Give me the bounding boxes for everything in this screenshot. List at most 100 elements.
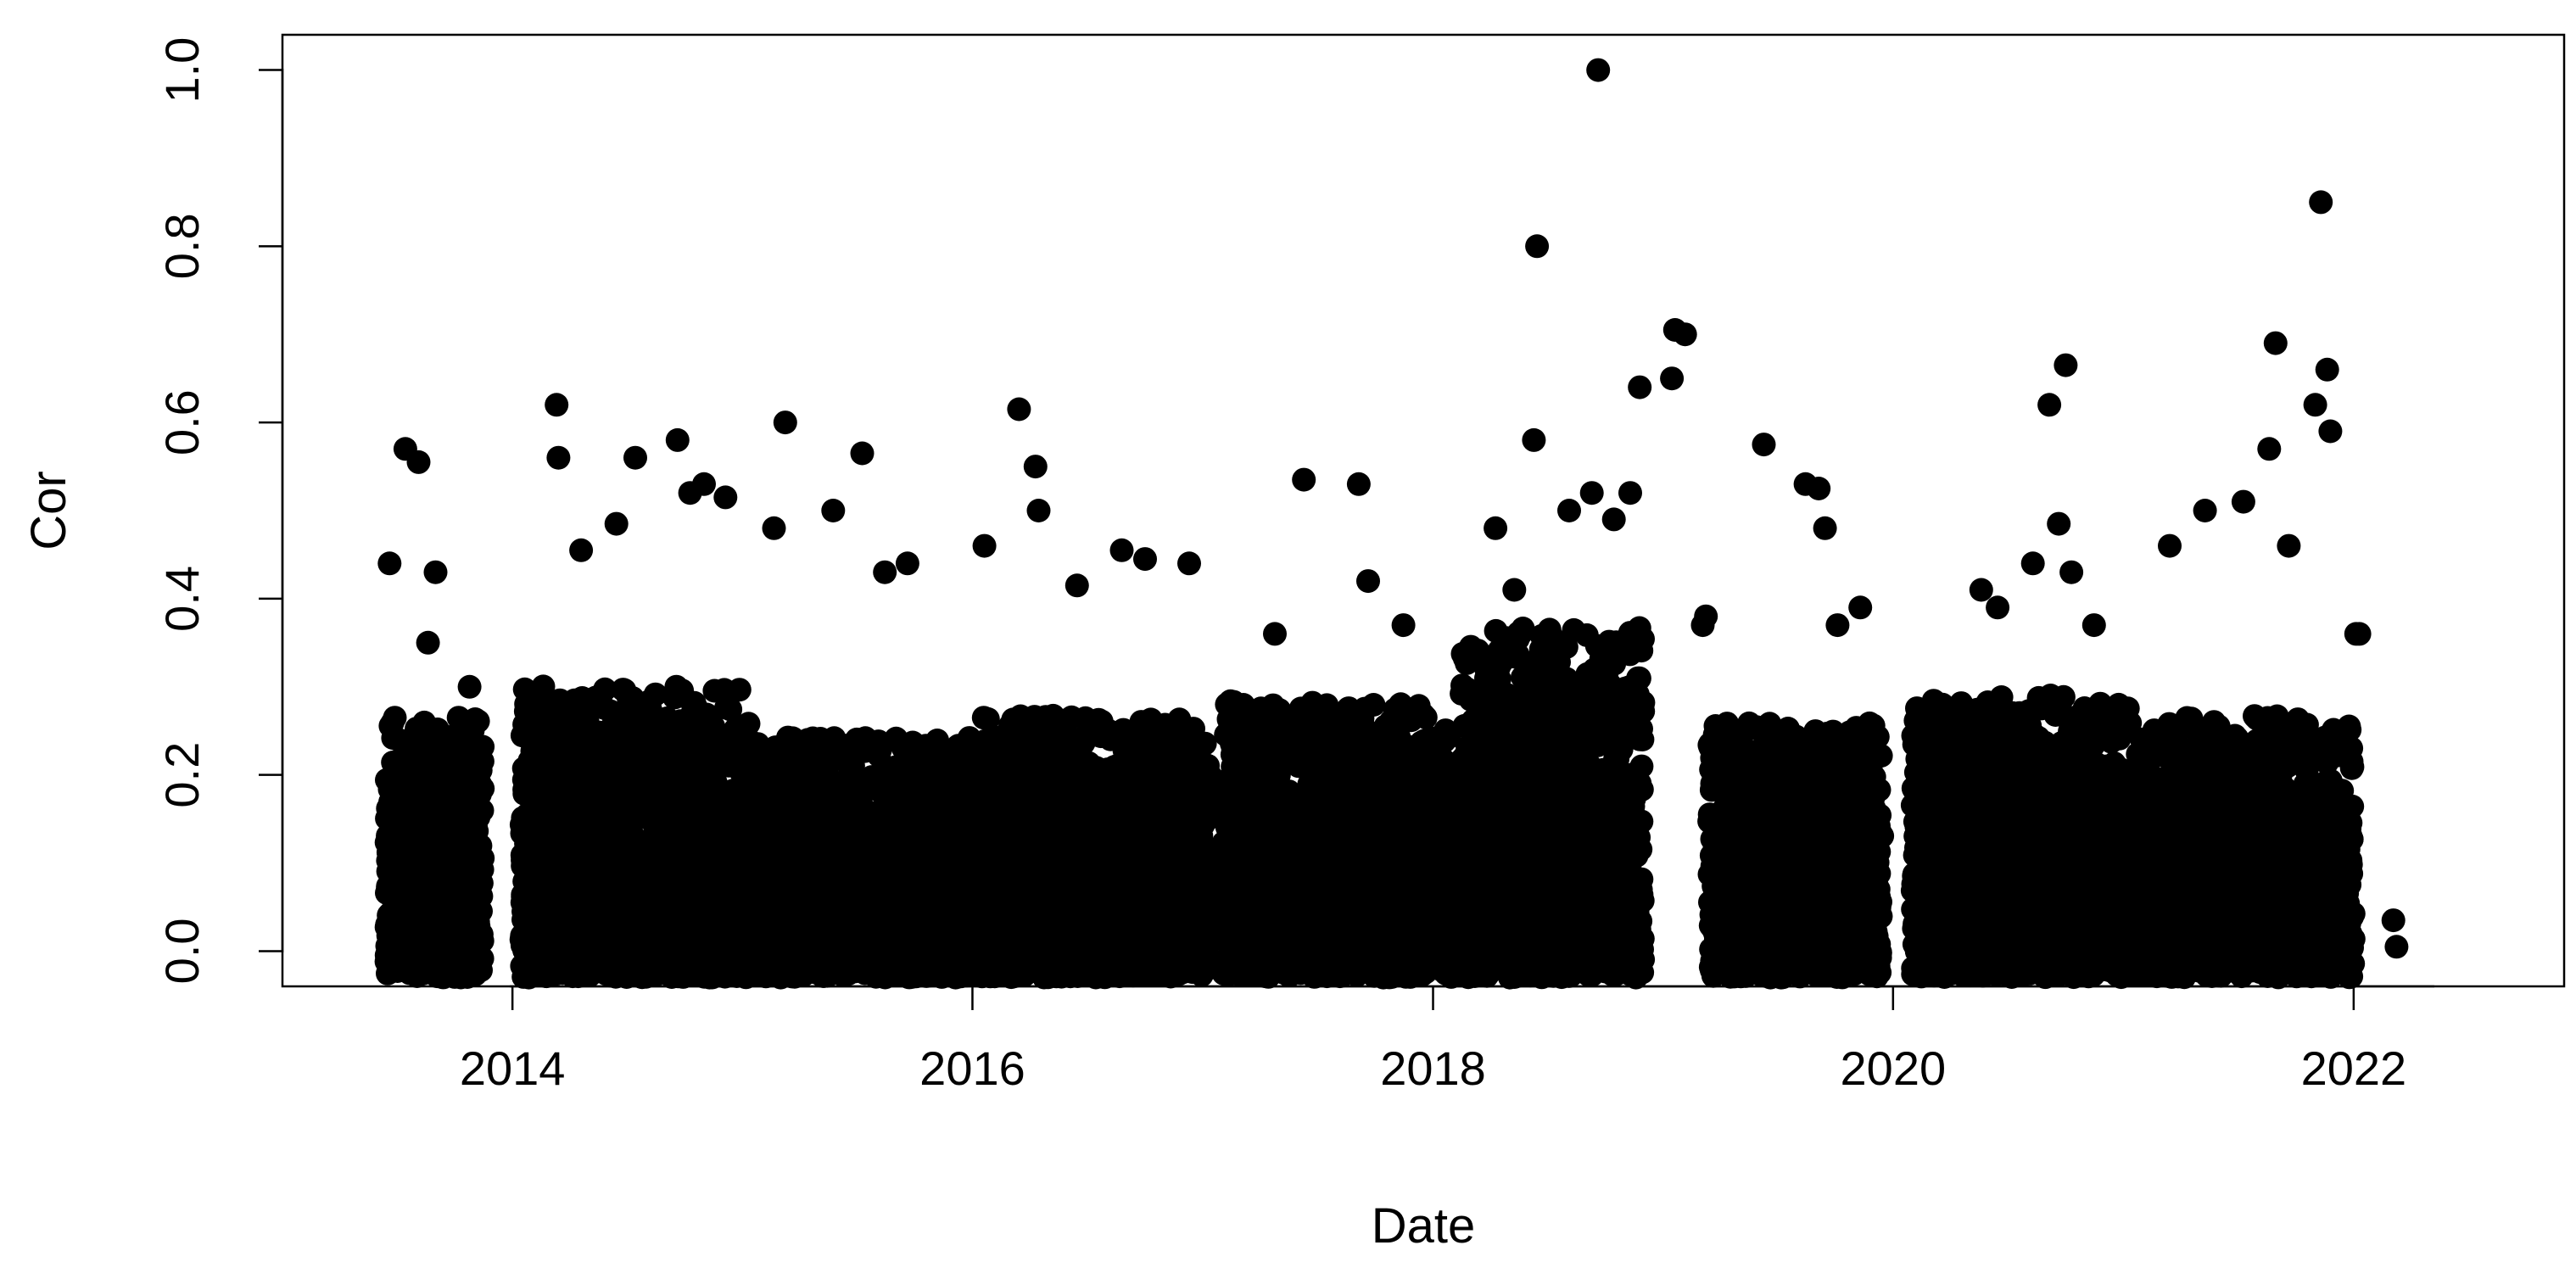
- data-point: [380, 899, 405, 924]
- data-point: [561, 929, 585, 953]
- data-point: [700, 727, 724, 751]
- data-point: [405, 717, 429, 741]
- data-point: [466, 709, 490, 734]
- data-point: [512, 677, 537, 701]
- data-point: [617, 686, 640, 710]
- data-point: [825, 840, 850, 864]
- data-point: [892, 752, 916, 777]
- data-point: [376, 824, 400, 848]
- data-point: [835, 734, 859, 758]
- data-point: [566, 801, 590, 826]
- data-point: [800, 807, 824, 831]
- data-point: [812, 746, 836, 771]
- data-point: [664, 674, 689, 699]
- data-point: [791, 956, 816, 980]
- data-point: [744, 907, 768, 931]
- data-point: [464, 813, 488, 838]
- data-point: [440, 864, 465, 889]
- data-point: [705, 900, 729, 924]
- data-point: [397, 961, 422, 986]
- data-point: [657, 885, 682, 909]
- data-point: [532, 777, 556, 801]
- data-point: [943, 903, 967, 928]
- data-point: [862, 896, 886, 921]
- data-point: [720, 884, 745, 908]
- data-point: [752, 797, 776, 822]
- data-point: [779, 805, 802, 829]
- data-point: [375, 880, 399, 905]
- data-point: [796, 728, 820, 752]
- data-point: [697, 859, 722, 884]
- data-point: [690, 829, 714, 854]
- data-point: [445, 785, 470, 809]
- data-point: [947, 824, 971, 847]
- data-point: [736, 712, 761, 736]
- data-point: [634, 710, 658, 734]
- data-point: [892, 945, 917, 969]
- data-point: [525, 728, 550, 752]
- data-point: [727, 678, 752, 702]
- data-point: [404, 795, 428, 818]
- data-point: [718, 790, 742, 814]
- data-point: [423, 939, 448, 963]
- data-point: [752, 957, 776, 981]
- data-point: [566, 964, 590, 989]
- data-point: [588, 871, 612, 896]
- data-point: [539, 835, 563, 859]
- data-point: [757, 760, 781, 785]
- data-point: [394, 826, 418, 851]
- data-point: [641, 798, 666, 823]
- data-point: [612, 768, 636, 792]
- data-point: [829, 872, 853, 896]
- data-point: [556, 756, 581, 780]
- data-point: [538, 926, 562, 951]
- data-point: [517, 749, 542, 773]
- data-point: [884, 726, 908, 751]
- data-point: [850, 934, 874, 958]
- data-point: [777, 766, 802, 790]
- data-point: [744, 818, 768, 842]
- data-point: [1019, 872, 1043, 896]
- data-point: [611, 913, 635, 936]
- data-point: [923, 930, 947, 954]
- data-point: [620, 832, 645, 856]
- data-point: [700, 749, 724, 773]
- data-point: [534, 759, 559, 784]
- data-point: [950, 802, 975, 827]
- data-point: [679, 920, 704, 945]
- data-point: [673, 962, 698, 986]
- data-point: [448, 946, 472, 971]
- data-point: [578, 688, 603, 712]
- data-point: [702, 678, 727, 703]
- data-point: [375, 934, 400, 958]
- data-point: [676, 707, 701, 732]
- data-point: [436, 889, 461, 913]
- data-point: [951, 740, 975, 765]
- data-point: [514, 921, 539, 946]
- data-point: [433, 762, 458, 787]
- data-point: [640, 924, 665, 949]
- data-points: [374, 58, 2409, 990]
- data-point: [933, 962, 958, 986]
- data-point: [718, 924, 743, 949]
- data-point: [867, 850, 891, 874]
- data-point: [698, 805, 723, 829]
- data-point: [430, 832, 455, 856]
- data-point: [914, 807, 938, 832]
- data-point: [643, 682, 668, 706]
- data-point: [549, 695, 573, 718]
- data-point: [919, 902, 943, 926]
- data-point: [833, 776, 858, 801]
- data-point: [794, 888, 819, 913]
- data-point: [470, 749, 495, 773]
- data-point: [757, 928, 782, 952]
- data-point: [651, 855, 675, 879]
- data-point: [530, 817, 555, 841]
- data-point: [1098, 727, 1123, 751]
- data-point: [803, 848, 828, 872]
- data-point: [383, 706, 407, 730]
- data-point: [575, 708, 600, 732]
- data-point: [468, 931, 493, 955]
- data-point: [870, 819, 895, 843]
